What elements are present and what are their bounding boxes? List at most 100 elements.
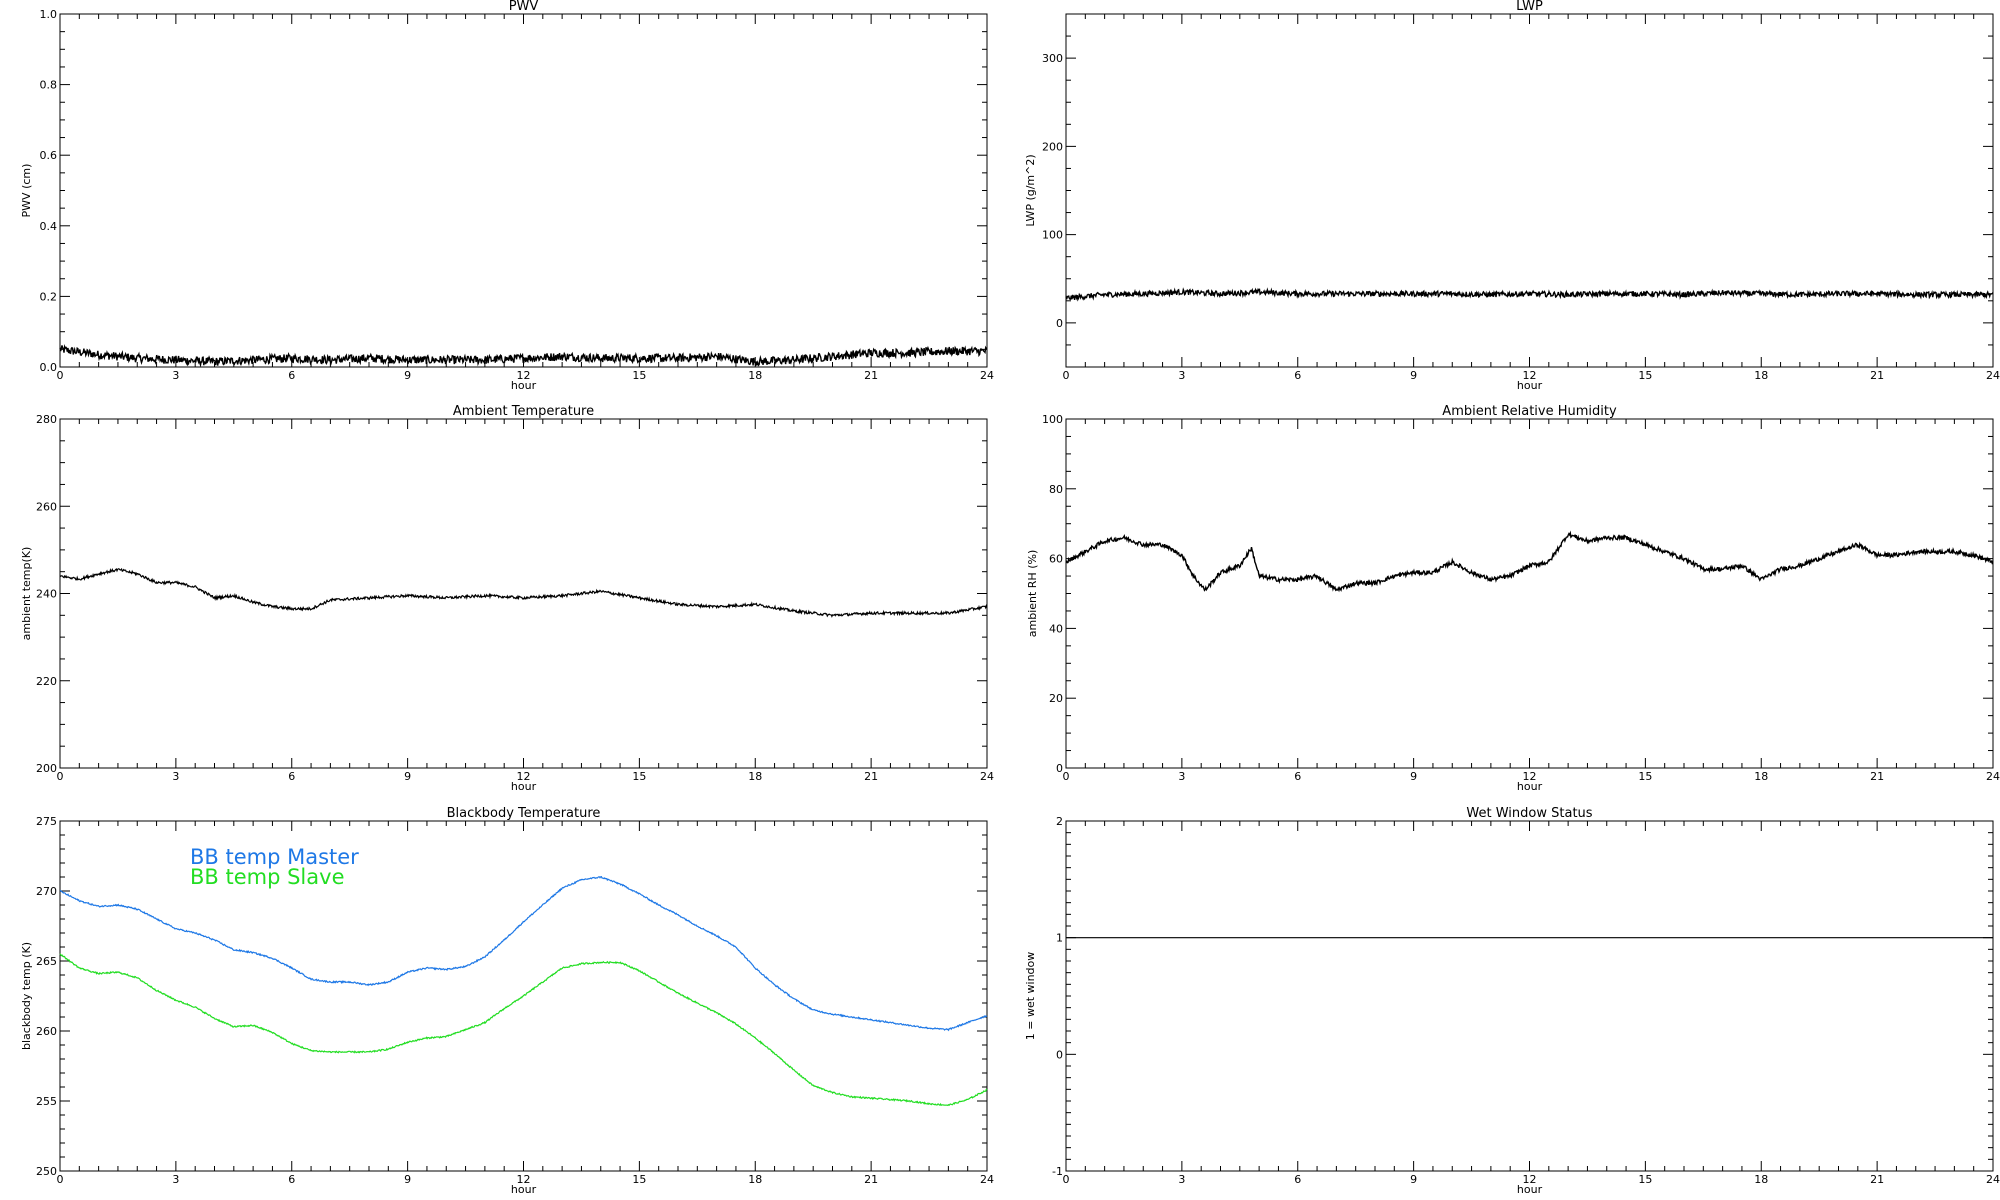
- ambient_temp-xtick-label: 12: [517, 770, 531, 783]
- bb_temp-xtick-label: 18: [748, 1173, 762, 1186]
- ambient_rh-ytick-label: 80: [1049, 483, 1063, 496]
- lwp-xlabel: hour: [1517, 379, 1543, 392]
- pwv-xtick-label: 0: [57, 369, 64, 382]
- wet_window-xtick-label: 18: [1754, 1173, 1768, 1186]
- wet_window-xtick-label: 3: [1178, 1173, 1185, 1186]
- ambient_rh-title: Ambient Relative Humidity: [1442, 404, 1617, 419]
- bb_temp-xtick-label: 15: [632, 1173, 646, 1186]
- ambient_rh-plot-frame: [1065, 418, 1994, 769]
- ambient_rh-xtick-label: 9: [1410, 770, 1417, 783]
- wet_window-xtick-label: 21: [1870, 1173, 1884, 1186]
- pwv-xtick-label: 6: [288, 369, 295, 382]
- lwp-ytick-label: 0: [1056, 317, 1063, 330]
- bb_temp-xtick-label: 3: [172, 1173, 179, 1186]
- lwp-xtick-label: 12: [1523, 369, 1537, 382]
- wet_window-ytick-label: 1: [1056, 932, 1063, 945]
- ambient_rh-xtick-label: 15: [1638, 770, 1652, 783]
- ambient_temp-xlabel: hour: [511, 780, 537, 793]
- lwp-xtick-label: 9: [1410, 369, 1417, 382]
- ambient_temp-ytick-label: 220: [36, 675, 57, 688]
- wet_window-xtick-label: 12: [1523, 1173, 1537, 1186]
- lwp-xtick-label: 15: [1638, 369, 1652, 382]
- bb_temp-xlabel: hour: [511, 1183, 537, 1196]
- ambient_rh-ytick-label: 40: [1049, 622, 1063, 635]
- ambient_rh-ylabel: ambient RH (%): [1026, 550, 1039, 638]
- wet_window-xtick-label: 0: [1063, 1173, 1070, 1186]
- ambient_rh-ytick-label: 20: [1049, 692, 1063, 705]
- pwv-ytick-label: 0.0: [40, 361, 58, 374]
- lwp-ytick-label: 100: [1042, 229, 1063, 242]
- ambient_temp-xtick-label: 6: [288, 770, 295, 783]
- pwv-xlabel: hour: [511, 379, 537, 392]
- pwv-ytick-label: 0.4: [40, 220, 58, 233]
- ambient_rh-series-0: [1065, 530, 1994, 593]
- wet_window-xtick-label: 9: [1410, 1173, 1417, 1186]
- ambient_temp-ytick-label: 260: [36, 500, 57, 513]
- bb_temp-xtick-label: 9: [404, 1173, 411, 1186]
- bb_temp-ytick-label: 275: [36, 815, 57, 828]
- bb_temp-legend-entry: BB temp Slave: [190, 865, 345, 889]
- ambient_temp-xtick-label: 0: [57, 770, 64, 783]
- lwp-xtick-label: 6: [1294, 369, 1301, 382]
- lwp-ytick-label: 200: [1042, 140, 1063, 153]
- lwp-xtick-label: 0: [1063, 369, 1070, 382]
- ambient_rh-xlabel: hour: [1517, 780, 1543, 793]
- pwv-ytick-label: 0.2: [40, 290, 58, 303]
- ambient_rh-ytick-label: 60: [1049, 553, 1063, 566]
- bb_temp-xtick-label: 12: [517, 1173, 531, 1186]
- ambient_rh-ytick-label: 100: [1042, 413, 1063, 426]
- bb_temp-xtick-label: 21: [864, 1173, 878, 1186]
- ambient_rh-xtick-label: 3: [1178, 770, 1185, 783]
- ambient_temp-xtick-label: 3: [172, 770, 179, 783]
- bb_temp-ytick-label: 270: [36, 885, 57, 898]
- wet_window-plot-frame: [1065, 820, 1994, 1172]
- ambient_temp-title: Ambient Temperature: [453, 404, 594, 419]
- ambient_rh-xtick-label: 0: [1063, 770, 1070, 783]
- ambient_temp-xtick-label: 9: [404, 770, 411, 783]
- pwv-ylabel: PWV (cm): [20, 164, 33, 218]
- wet_window-ytick-label: 0: [1056, 1048, 1063, 1061]
- bb_temp-xtick-label: 24: [980, 1173, 994, 1186]
- bb_temp-series-1: [59, 953, 988, 1107]
- lwp-xtick-label: 24: [1986, 369, 2000, 382]
- ambient_temp-chart: Ambient Temperature 0 3 6 9 12 15 18 21 24 hour 200…: [20, 404, 994, 793]
- pwv-xtick-label: 15: [632, 369, 646, 382]
- ambient_temp-ytick-label: 280: [36, 413, 57, 426]
- ambient_temp-xtick-label: 24: [980, 770, 994, 783]
- wet_window-ytick-label: 2: [1056, 815, 1063, 828]
- pwv-chart: PWV 0 3 6 9 12 15 18 21 24 hour 0.0 0.2 0.4 0.6 0.8 1.0 P…: [20, 0, 994, 392]
- wet_window-xtick-label: 15: [1638, 1173, 1652, 1186]
- lwp-ylabel: LWP (g/m^2): [1024, 154, 1037, 226]
- ambient_temp-ytick-label: 200: [36, 762, 57, 775]
- ambient_rh-xtick-label: 12: [1523, 770, 1537, 783]
- bb_temp-ytick-label: 265: [36, 955, 57, 968]
- ambient_temp-xtick-label: 15: [632, 770, 646, 783]
- pwv-title: PWV: [509, 0, 539, 14]
- pwv-series-0: [59, 343, 987, 368]
- lwp-ytick-label: 300: [1042, 52, 1063, 65]
- pwv-xtick-label: 3: [172, 369, 179, 382]
- bb_temp-ytick-label: 255: [36, 1095, 57, 1108]
- bb_temp-xtick-label: 6: [288, 1173, 295, 1186]
- ambient_temp-series-0: [59, 567, 988, 618]
- bb_temp-xtick-label: 0: [57, 1173, 64, 1186]
- bb_temp-series-0: [59, 876, 988, 1032]
- lwp-xtick-label: 18: [1754, 369, 1768, 382]
- pwv-ytick-label: 0.8: [40, 79, 58, 92]
- lwp-plot-frame: [1065, 13, 1994, 368]
- bb_temp-legend-entry: BB temp Master: [190, 845, 359, 869]
- pwv-xtick-label: 21: [864, 369, 878, 382]
- wet_window-xtick-label: 6: [1294, 1173, 1301, 1186]
- wet_window-ytick-label: -1: [1052, 1165, 1063, 1178]
- pwv-ytick-label: 1.0: [40, 8, 58, 21]
- bb_temp-title: Blackbody Temperature: [447, 806, 601, 821]
- wet_window-title: Wet Window Status: [1466, 806, 1592, 821]
- pwv-xtick-label: 24: [980, 369, 994, 382]
- wet_window-xtick-label: 24: [1986, 1173, 2000, 1186]
- ambient_temp-xtick-label: 18: [748, 770, 762, 783]
- ambient_rh-ytick-label: 0: [1056, 762, 1063, 775]
- ambient_rh-xtick-label: 21: [1870, 770, 1884, 783]
- lwp-xtick-label: 3: [1178, 369, 1185, 382]
- lwp-series-0: [1065, 287, 1994, 302]
